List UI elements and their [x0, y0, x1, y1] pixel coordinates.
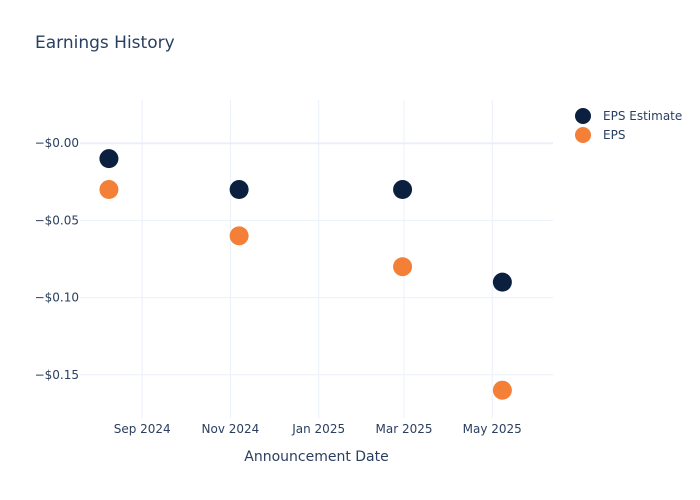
y-tick-label: −$0.10: [35, 291, 79, 305]
chart-title: Earnings History: [35, 33, 175, 53]
y-tick-label: −$0.05: [35, 213, 79, 227]
legend-label-eps-estimate: EPS Estimate: [603, 108, 683, 123]
x-tick-label: Mar 2025: [376, 422, 433, 436]
data-point-eps-estimate: [393, 180, 413, 200]
data-point-eps-estimate: [492, 272, 512, 292]
legend-label-eps: EPS: [603, 127, 626, 142]
legend-item-eps-estimate[interactable]: EPS Estimate: [575, 106, 682, 125]
x-tick-label: May 2025: [463, 422, 522, 436]
x-axis-title: Announcement Date: [244, 449, 388, 465]
legend-item-eps[interactable]: EPS: [575, 125, 682, 144]
data-point-eps: [492, 380, 512, 400]
y-tick-label: −$0.15: [35, 368, 79, 382]
x-tick-label: Nov 2024: [202, 422, 260, 436]
legend: EPS Estimate EPS: [575, 106, 682, 144]
x-tick-label: Sep 2024: [114, 422, 171, 436]
data-point-eps: [229, 226, 249, 246]
data-point-eps-estimate: [99, 149, 119, 169]
legend-marker-eps-estimate: [575, 107, 591, 124]
x-tick-label: Jan 2025: [291, 422, 345, 436]
legend-marker-eps: [575, 126, 591, 143]
data-point-eps: [393, 257, 413, 277]
data-point-eps: [99, 180, 119, 200]
data-point-eps-estimate: [229, 180, 249, 200]
y-tick-label: −$0.00: [35, 136, 79, 150]
